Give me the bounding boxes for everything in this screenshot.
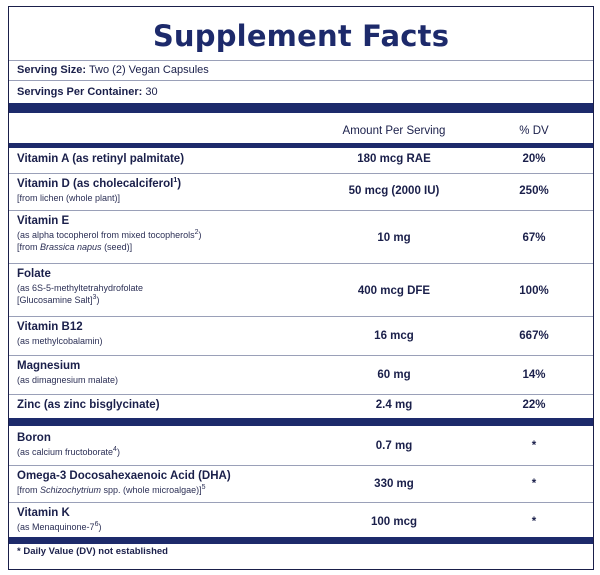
serving-size: Serving Size: Two (2) Vegan Capsules (17, 64, 209, 76)
divider (9, 173, 593, 174)
footnote: * Daily Value (DV) not established (17, 546, 168, 557)
nutrient-dv: 22% (522, 399, 546, 411)
servings-per-container: Servings Per Container: 30 (17, 86, 158, 98)
serving-size-label: Serving Size: (17, 64, 87, 76)
nutrient-amount: 16 mcg (374, 330, 414, 342)
nutrient-name: Folate (as 6S-5-methyltetrahydrofolate [… (17, 268, 144, 305)
nutrient-amount: 60 mg (377, 369, 411, 381)
column-header-amount: Amount Per Serving (342, 125, 446, 137)
nutrient-row-zinc: Zinc (as zinc bisglycinate) 2.4 mg 22% (9, 394, 593, 418)
nutrient-row-omega-3-dha: Omega-3 Docosahexaenoic Acid (DHA) [from… (9, 465, 593, 502)
nutrient-amount: 0.7 mg (375, 440, 413, 452)
nutrient-dv: 100% (519, 285, 549, 297)
supplement-facts-panel: Supplement Facts Serving Size: Two (2) V… (8, 6, 594, 570)
nutrient-name: Vitamin E (as alpha tocopherol from mixe… (17, 215, 202, 252)
thick-divider (9, 103, 593, 113)
panel-title: Supplement Facts (152, 19, 450, 53)
nutrient-row-vitamin-b12: Vitamin B12 (as methylcobalamin) 16 mcg … (9, 316, 593, 355)
nutrient-row-vitamin-a: Vitamin A (as retinyl palmitate) 180 mcg… (9, 148, 593, 173)
divider (9, 394, 593, 395)
nutrient-dv: * (531, 478, 537, 490)
divider (9, 502, 593, 503)
serving-size-value: Two (2) Vegan Capsules (88, 64, 209, 76)
nutrient-name: Boron (as calcium fructoborate4) (17, 432, 120, 457)
nutrient-name: Vitamin A (as retinyl palmitate) (17, 153, 185, 165)
column-header-dv: % DV (519, 125, 549, 137)
divider (9, 316, 593, 317)
divider (9, 210, 593, 211)
servings-value: 30 (145, 86, 158, 98)
nutrient-dv: 67% (522, 232, 546, 244)
divider (9, 60, 593, 61)
nutrient-dv: 14% (522, 369, 546, 381)
nutrient-amount: 10 mg (377, 232, 411, 244)
nutrient-amount: 100 mcg (370, 516, 418, 528)
nutrient-name: Vitamin K (as Menaquinone-76) (17, 507, 102, 532)
thick-divider (9, 418, 593, 426)
nutrient-amount: 50 mcg (2000 IU) (348, 185, 440, 197)
divider (9, 263, 593, 264)
nutrient-name: Magnesium (as dimagnesium malate) (17, 360, 119, 385)
divider (9, 355, 593, 356)
nutrient-row-vitamin-d: Vitamin D (as cholecalciferol1) [from li… (9, 173, 593, 210)
nutrient-dv: * (531, 440, 537, 452)
nutrient-dv: 20% (522, 153, 546, 165)
servings-label: Servings Per Container: (17, 86, 143, 98)
nutrient-row-magnesium: Magnesium (as dimagnesium malate) 60 mg … (9, 355, 593, 394)
divider (9, 80, 593, 81)
nutrient-dv: 667% (519, 330, 549, 342)
nutrient-name: Omega-3 Docosahexaenoic Acid (DHA) [from… (17, 470, 231, 495)
nutrient-amount: 330 mg (374, 478, 414, 490)
nutrient-name: Zinc (as zinc bisglycinate) (17, 399, 160, 411)
nutrient-name: Vitamin D (as cholecalciferol1) [from li… (17, 177, 182, 203)
nutrient-dv: 250% (519, 185, 549, 197)
nutrient-amount: 2.4 mg (375, 399, 413, 411)
nutrient-row-vitamin-e: Vitamin E (as alpha tocopherol from mixe… (9, 210, 593, 263)
divider (9, 465, 593, 466)
nutrient-row-vitamin-k: Vitamin K (as Menaquinone-76) 100 mcg * (9, 502, 593, 539)
header-divider (9, 143, 593, 148)
nutrient-name: Vitamin B12 (as methylcobalamin) (17, 321, 103, 346)
thick-divider (9, 537, 593, 544)
nutrient-amount: 400 mcg DFE (357, 285, 431, 297)
nutrient-row-folate: Folate (as 6S-5-methyltetrahydrofolate [… (9, 263, 593, 316)
nutrient-amount: 180 mcg RAE (357, 153, 431, 165)
nutrient-dv: * (531, 516, 537, 528)
nutrient-row-boron: Boron (as calcium fructoborate4) 0.7 mg … (9, 426, 593, 465)
